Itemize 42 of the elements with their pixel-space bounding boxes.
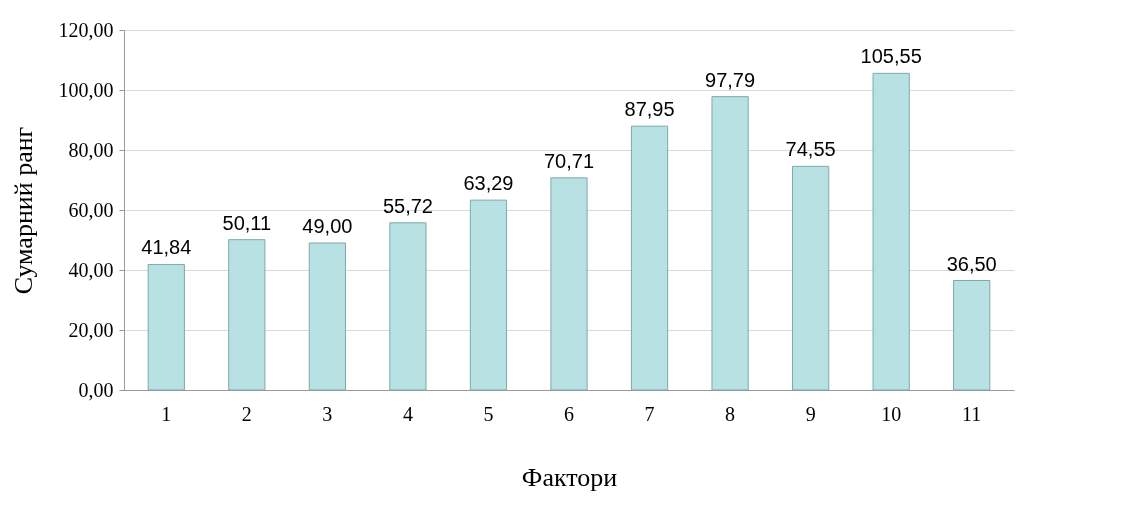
x-tick-label: 11 [962,402,982,425]
data-label: 49,00 [302,215,353,237]
y-axis-title: Сумарний ранг [8,126,38,295]
data-label: 74,55 [785,138,836,161]
data-label: 36,50 [946,252,997,275]
x-tick-label: 5 [483,402,494,425]
x-tick-label: 2 [241,402,252,425]
y-tick-label: 120,00 [58,18,114,41]
x-tick-label: 1 [161,402,172,425]
data-label: 41,84 [141,236,192,259]
bar [953,280,991,391]
bar [630,125,669,391]
bar [308,242,346,391]
x-axis-title: Фактори [521,462,618,492]
bar [147,263,185,391]
y-tick-label: 100,00 [58,78,114,101]
bar [711,96,749,391]
data-label: 97,79 [705,68,756,91]
data-label: 105,55 [860,45,922,68]
x-tick-label: 10 [881,402,902,425]
bar [792,165,830,391]
data-label: 70,71 [543,149,595,172]
y-tick-label: 80,00 [68,138,114,161]
data-label: 63,29 [463,172,514,195]
x-tick-label: 7 [644,402,655,425]
bar [469,199,508,391]
y-tick-label: 40,00 [68,258,114,281]
x-tick-label: 3 [322,402,333,425]
bar [389,222,427,391]
x-tick-label: 8 [725,402,736,425]
y-tick-label: 20,00 [68,318,114,341]
bar [872,72,910,391]
y-tick-label: 0,00 [78,378,114,401]
data-label: 87,95 [624,98,675,121]
x-tick-label: 6 [564,402,574,425]
bar [550,177,588,391]
x-tick-label: 9 [805,402,816,425]
y-tick-label: 60,00 [68,198,114,221]
bar [228,239,266,391]
x-tick-label: 4 [402,402,413,425]
data-label: 50,11 [222,211,272,234]
data-label: 55,72 [382,194,433,217]
